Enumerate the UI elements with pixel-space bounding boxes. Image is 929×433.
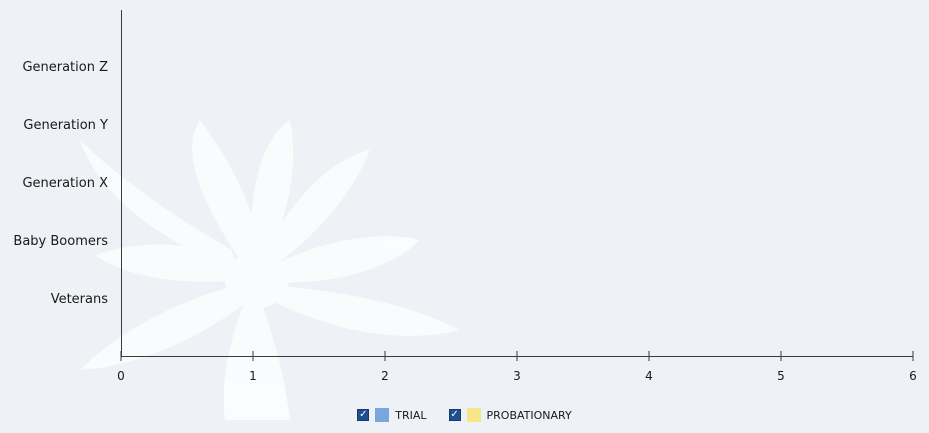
legend-label-trial: TRIAL: [395, 408, 427, 422]
legend: ✓ TRIAL ✓ PROBATIONARY: [0, 404, 929, 426]
y-axis-labels: Generation Z Generation Y Generation X Baby…: [13, 60, 108, 307]
x-tick-label: 2: [381, 369, 389, 383]
checkbox-checked-icon[interactable]: ✓: [357, 409, 370, 421]
swatch-trial: [375, 408, 390, 422]
x-tick-label: 0: [117, 369, 125, 383]
x-tick-label: 1: [249, 369, 257, 383]
legend-item-trial[interactable]: ✓ TRIAL: [357, 408, 427, 422]
checkbox-checked-icon[interactable]: ✓: [448, 409, 461, 421]
legend-label-probationary: PROBATIONARY: [486, 408, 572, 422]
x-tick-label: 4: [645, 369, 653, 383]
y-tick-label: Generation Y: [23, 118, 108, 133]
x-tick-label: 5: [777, 369, 785, 383]
legend-item-probationary[interactable]: ✓ PROBATIONARY: [448, 408, 572, 422]
y-tick-label: Generation X: [22, 176, 108, 191]
x-tick-label: 3: [513, 369, 521, 383]
y-tick-label: Baby Boomers: [13, 234, 108, 249]
watermark-bird: [80, 120, 460, 420]
swatch-probationary: [466, 408, 481, 422]
x-tick-label: 6: [909, 369, 917, 383]
y-tick-label: Veterans: [51, 292, 109, 307]
y-tick-label: Generation Z: [22, 60, 108, 75]
